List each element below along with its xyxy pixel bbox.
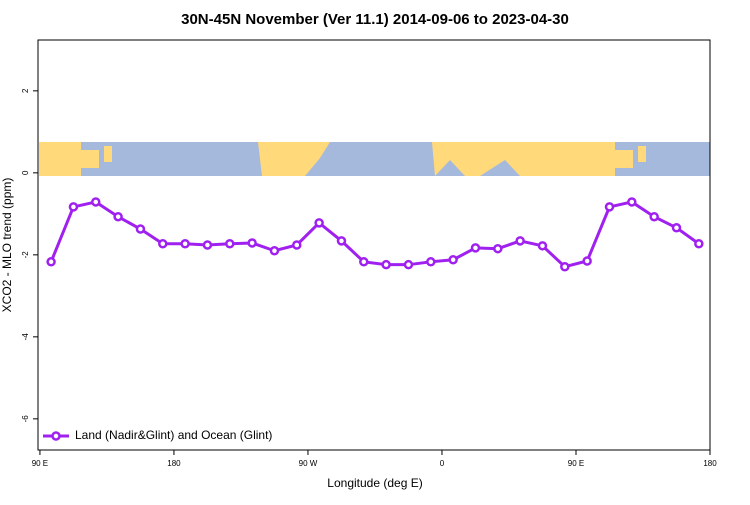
point — [158, 239, 168, 249]
chart-title: 30N-45N November (Ver 11.1) 2014-09-06 t… — [181, 11, 569, 28]
legend-label: Land (Nadir&Glint) and Ocean (Glint) — [75, 428, 272, 442]
map-strip — [39, 142, 710, 176]
point — [91, 197, 101, 207]
point — [135, 224, 146, 234]
point — [314, 218, 324, 228]
point — [292, 240, 302, 250]
point — [671, 223, 682, 233]
point — [560, 261, 570, 272]
point — [470, 243, 481, 253]
x-tick-label: 90 E — [32, 459, 48, 468]
y-tick-label: -2 — [21, 251, 30, 259]
x-tick-label: 0 — [440, 459, 445, 468]
point — [247, 238, 257, 248]
x-tick-label: 90 W — [299, 459, 318, 468]
y-tick-label: 2 — [21, 88, 30, 93]
x-axis-label: Longitude (deg E) — [327, 476, 422, 490]
series-line — [49, 200, 700, 269]
point — [336, 236, 347, 246]
y-tick-label: -6 — [21, 415, 30, 423]
plot-frame — [37, 39, 711, 451]
y-axis-label: XCO2 - MLO trend (ppm) — [0, 178, 14, 313]
point — [426, 257, 436, 267]
legend-marker — [51, 431, 61, 441]
point — [649, 211, 659, 222]
point — [180, 239, 190, 249]
x-tick-label: 90 E — [568, 459, 584, 468]
point — [68, 202, 79, 212]
point — [515, 236, 525, 246]
point — [493, 243, 503, 254]
point — [627, 197, 637, 207]
x-tick-label: 180 — [703, 459, 717, 468]
y-tick-label: -4 — [21, 333, 30, 341]
point — [381, 259, 391, 270]
x-tick-label: 180 — [167, 459, 181, 468]
point — [403, 259, 414, 270]
point — [359, 257, 369, 267]
point — [604, 202, 615, 212]
point — [225, 239, 235, 249]
point — [202, 240, 213, 250]
point — [46, 257, 56, 267]
point — [448, 255, 458, 265]
point — [694, 239, 704, 249]
point — [269, 245, 280, 256]
point — [582, 256, 592, 266]
point — [537, 241, 548, 251]
y-tick-label: 0 — [21, 170, 30, 175]
point — [113, 211, 123, 222]
